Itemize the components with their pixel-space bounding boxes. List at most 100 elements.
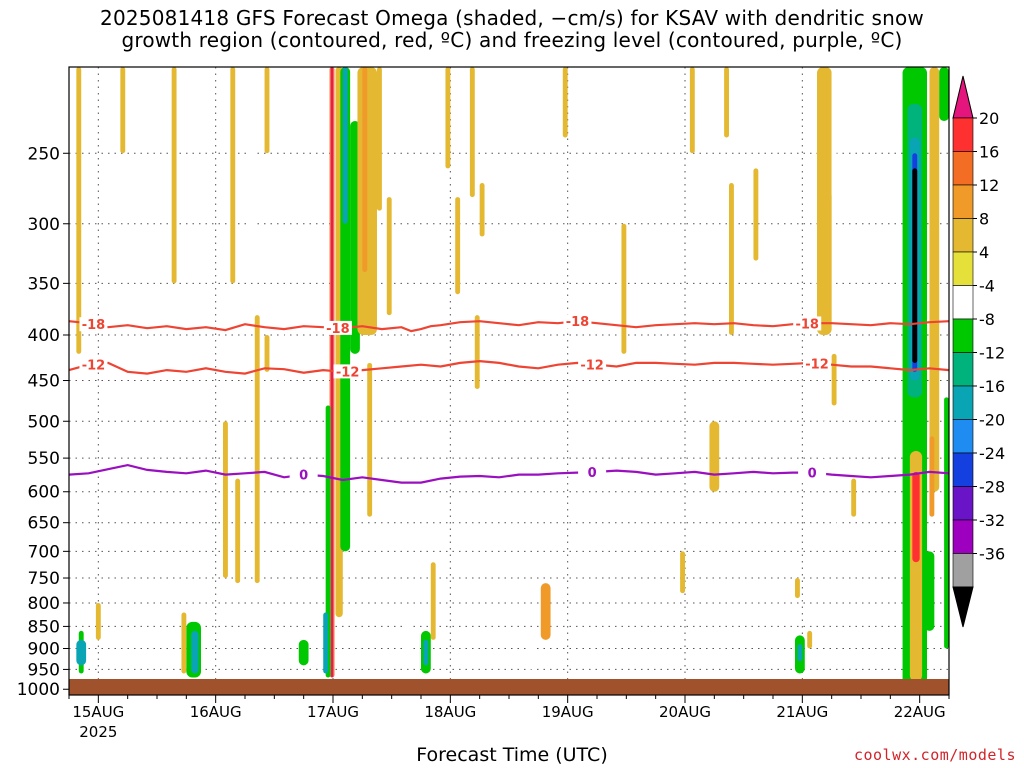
y-tick-label: 600 <box>28 483 60 503</box>
contour-label: -12 <box>82 358 106 373</box>
y-axis: 250 300 350 400 450 500 550 600 650 700 750 800 850 9… <box>17 144 69 700</box>
omega-cell <box>474 315 480 390</box>
colorbar-swatch <box>952 486 974 521</box>
omega-cell <box>795 578 800 599</box>
omega-cell <box>76 67 82 354</box>
contour-lines: -18 -18 -18 -18 -12 -12 -12 -12 0 0 0 <box>68 314 950 484</box>
omega-cell <box>753 168 759 261</box>
omega-cell <box>797 644 803 662</box>
y-tick-label: 250 <box>28 144 60 164</box>
omega-cell <box>120 67 126 154</box>
contour-label-bg <box>793 316 822 331</box>
omega-cell <box>748 67 754 138</box>
contour-label-bg <box>803 356 831 371</box>
x-tick-label: 20AUG <box>659 703 711 721</box>
contour-label-bg <box>79 317 108 332</box>
x-tick-sublabel: 2025 <box>79 723 117 741</box>
chart-title-line-1: 2025081418 GFS Forecast Omega (shaded, −… <box>100 6 924 30</box>
colorbar-label: -20 <box>979 411 1005 430</box>
omega-cell <box>929 436 935 517</box>
omega-cell <box>939 67 949 122</box>
omega-cell <box>386 197 392 316</box>
colorbar-label: 16 <box>979 143 999 162</box>
y-tick-label: 900 <box>28 640 60 660</box>
omega-cell <box>851 478 857 517</box>
omega-cell <box>807 630 813 649</box>
x-tick-label: 15AUG <box>72 703 124 721</box>
contour-label-bg <box>563 314 592 329</box>
y-tick-label: 1000 <box>17 680 60 700</box>
omega-cell <box>181 612 187 674</box>
y-tick-label: 850 <box>28 617 60 637</box>
x-axis-label: Forecast Time (UTC) <box>416 744 608 766</box>
omega-cell <box>279 294 285 398</box>
colorbar-label: 4 <box>979 243 989 262</box>
contour-label: -18 <box>326 322 350 337</box>
chart-title: 2025081418 GFS Forecast Omega (shaded, −… <box>0 7 1024 51</box>
colorbar-swatch <box>952 385 974 420</box>
omega-cell <box>230 67 236 284</box>
omega-cell <box>254 315 260 584</box>
omega-cell <box>264 67 270 154</box>
y-tick-label: 500 <box>28 412 60 432</box>
omega-cell <box>223 421 228 579</box>
colorbar-legend: 20 16 12 8 4 -4 -8 -12 -16 -20 -24 -28 -32 -36 <box>952 75 1005 628</box>
y-tick-label: 550 <box>28 449 60 469</box>
omega-cell <box>528 639 534 670</box>
x-tick-label: 22AUG <box>894 703 946 721</box>
omega-cell <box>831 353 837 406</box>
colorbar-swatch <box>952 452 974 487</box>
omega-cell <box>455 197 461 295</box>
colorbar-swatch <box>952 251 974 286</box>
colorbar-label: -16 <box>979 377 1005 396</box>
omega-cell <box>367 362 373 517</box>
contour-label: -18 <box>566 315 590 330</box>
colorbar-bottom-arrow <box>952 586 974 628</box>
omega-cell <box>298 639 309 666</box>
colorbar-label: 12 <box>979 176 999 195</box>
contour-label: 0 <box>588 466 597 481</box>
omega-cell <box>331 67 333 678</box>
colorbar-swatch <box>952 553 974 588</box>
y-tick-label: 300 <box>28 215 60 235</box>
colorbar-swatch <box>952 218 974 253</box>
omega-cell <box>944 397 949 649</box>
omega-cell <box>445 67 451 169</box>
colorbar-label: -32 <box>979 511 1005 530</box>
x-axis: 15AUG 2025 16AUG 17AUG 18AUG 19AUG 20AUG 21AUG 2… <box>68 695 950 741</box>
x-tick-label: 19AUG <box>542 703 594 721</box>
colorbar-swatch <box>952 419 974 454</box>
omega-cell <box>621 223 627 354</box>
contour-label-bg <box>333 364 362 379</box>
contour-label-bg <box>323 320 352 335</box>
colorbar-swatch <box>952 318 974 353</box>
colorbar-label: -36 <box>979 545 1005 564</box>
colorbar-top-arrow <box>952 75 974 119</box>
contour-label: -12 <box>580 358 604 373</box>
colorbar-label: 20 <box>979 109 999 128</box>
omega-shading <box>76 67 949 686</box>
omega-cell <box>430 562 436 640</box>
omega-cell <box>714 626 720 658</box>
omega-cell <box>191 630 199 674</box>
omega-cell <box>76 639 87 666</box>
contour-label-bg <box>578 465 607 480</box>
omega-cell <box>406 612 412 658</box>
omega-cell <box>540 583 551 640</box>
colorbar-label: -24 <box>979 444 1005 463</box>
omega-cell <box>249 67 255 273</box>
y-tick-label: 750 <box>28 569 60 589</box>
omega-cell <box>235 478 241 584</box>
contour-label-bg <box>578 357 607 372</box>
y-tick-label: 950 <box>28 660 60 680</box>
x-tick-label: 17AUG <box>307 703 359 721</box>
contour-label: -12 <box>805 357 829 372</box>
omega-cell <box>342 67 348 224</box>
contour-label-bg <box>289 467 318 482</box>
colorbar-label: -12 <box>979 344 1005 363</box>
omega-cell <box>423 639 429 666</box>
omega-cell <box>479 183 485 237</box>
omega-cell <box>264 334 270 372</box>
omega-cell <box>377 67 382 211</box>
colorbar-swatch <box>952 519 974 554</box>
